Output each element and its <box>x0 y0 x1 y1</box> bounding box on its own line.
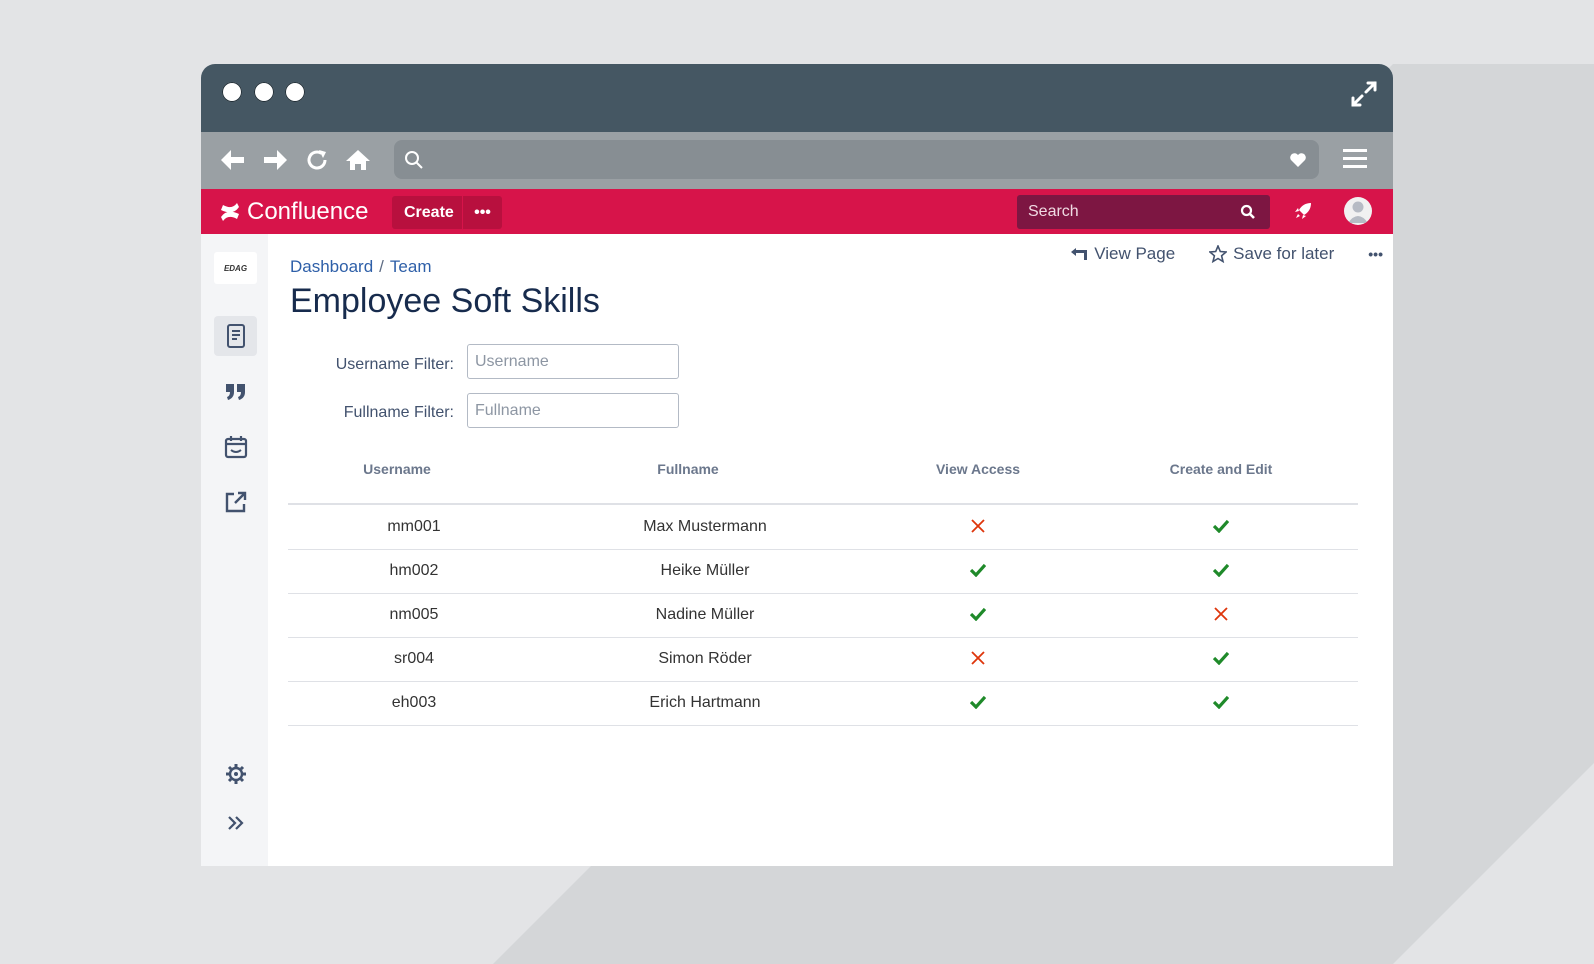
back-arrow-icon <box>1071 248 1088 260</box>
username-cell: eh003 <box>391 694 437 711</box>
view-page-button[interactable]: View Page <box>1070 244 1175 264</box>
view-access-check-icon <box>878 563 1078 582</box>
window-close-dot[interactable] <box>222 82 242 102</box>
app-name: Confluence <box>247 198 369 225</box>
reload-icon[interactable] <box>305 148 329 177</box>
username-filter-input[interactable] <box>467 344 679 379</box>
more-actions-button[interactable]: ••• <box>1368 246 1383 262</box>
username-cell: mm001 <box>387 518 441 535</box>
search-icon <box>1240 204 1256 225</box>
breadcrumb-team[interactable]: Team <box>389 257 432 276</box>
confluence-logo[interactable]: Confluence <box>219 198 368 226</box>
blog-quote-icon[interactable] <box>214 371 257 411</box>
heart-icon[interactable] <box>1289 152 1307 173</box>
view-page-label: View Page <box>1094 244 1176 263</box>
calendar-icon[interactable] <box>214 427 257 467</box>
create-edit-check-icon <box>1121 519 1321 538</box>
view-access-check-icon <box>878 695 1078 714</box>
username-cell: nm005 <box>389 606 439 623</box>
table-row: eh003 Erich Hartmann <box>288 682 1358 726</box>
create-edit-check-icon <box>1121 651 1321 670</box>
fullname-filter-label: Fullname Filter: <box>343 404 454 421</box>
window-minimize-dot[interactable] <box>254 82 274 102</box>
external-link-icon[interactable] <box>214 482 257 522</box>
back-arrow-icon[interactable] <box>220 148 246 177</box>
space-logo[interactable]: EDAG <box>214 252 257 284</box>
address-bar[interactable] <box>394 140 1319 179</box>
settings-gear-icon[interactable] <box>214 754 257 794</box>
expand-sidebar-icon[interactable] <box>214 803 257 843</box>
title-bar <box>201 64 1393 132</box>
home-icon[interactable] <box>345 148 371 177</box>
breadcrumb-separator: / <box>379 257 384 276</box>
window-maximize-dot[interactable] <box>285 82 305 102</box>
search-placeholder: Search <box>1028 203 1079 220</box>
notifications-icon[interactable] <box>1293 201 1313 226</box>
fullname-cell: Nadine Müller <box>655 606 755 623</box>
fullname-cell: Max Mustermann <box>643 518 767 535</box>
view-access-cross-icon <box>878 519 1078 538</box>
star-icon <box>1209 245 1228 263</box>
view-access-check-icon <box>878 607 1078 626</box>
username-cell: sr004 <box>393 650 435 667</box>
browser-nav-bar <box>201 132 1393 189</box>
column-header-create-edit[interactable]: Create and Edit <box>1169 461 1273 477</box>
confluence-search-input[interactable]: Search <box>1017 195 1270 229</box>
search-icon <box>404 150 424 175</box>
save-for-later-label: Save for later <box>1233 244 1335 263</box>
space-logo-text: EDAG <box>223 263 248 273</box>
column-header-view-access[interactable]: View Access <box>935 461 1021 477</box>
breadcrumb: Dashboard / Team <box>290 257 431 277</box>
column-header-fullname[interactable]: Fullname <box>657 461 719 477</box>
username-cell: hm002 <box>389 562 439 579</box>
create-edit-check-icon <box>1121 563 1321 582</box>
fullname-filter-input[interactable] <box>467 393 679 428</box>
table-row: hm002 Heike Müller <box>288 550 1358 594</box>
page-actions: View Page Save for later ••• <box>1036 244 1383 264</box>
fullname-cell: Erich Hartmann <box>649 694 761 711</box>
create-edit-cross-icon <box>1121 607 1321 626</box>
table-row: sr004 Simon Röder <box>288 638 1358 682</box>
expand-icon[interactable] <box>1349 79 1379 114</box>
username-filter-label: Username Filter: <box>335 356 454 373</box>
confluence-logo-icon <box>221 203 239 221</box>
page-title: Employee Soft Skills <box>290 282 600 320</box>
create-more-button[interactable]: ••• <box>462 196 502 229</box>
fullname-cell: Heike Müller <box>660 562 750 579</box>
forward-arrow-icon[interactable] <box>262 148 288 177</box>
column-header-username[interactable]: Username <box>363 461 431 477</box>
page-content: Dashboard / Team View Page Save for later … <box>268 234 1393 866</box>
pages-icon[interactable] <box>214 316 257 356</box>
confluence-header: Confluence Create ••• Search <box>201 189 1393 234</box>
hamburger-menu-icon[interactable] <box>1343 148 1367 175</box>
table-header-divider <box>288 503 1358 505</box>
browser-window: Confluence Create ••• Search EDAG <box>201 64 1393 866</box>
table-row: mm001 Max Mustermann <box>288 506 1358 550</box>
breadcrumb-dashboard[interactable]: Dashboard <box>290 257 374 276</box>
table-row: nm005 Nadine Müller <box>288 594 1358 638</box>
fullname-cell: Simon Röder <box>658 650 752 667</box>
create-edit-check-icon <box>1121 695 1321 714</box>
create-button[interactable]: Create <box>392 196 466 229</box>
space-sidebar: EDAG <box>201 234 268 866</box>
view-access-cross-icon <box>878 651 1078 670</box>
user-avatar[interactable] <box>1344 197 1372 225</box>
save-for-later-button[interactable]: Save for later <box>1209 244 1334 264</box>
